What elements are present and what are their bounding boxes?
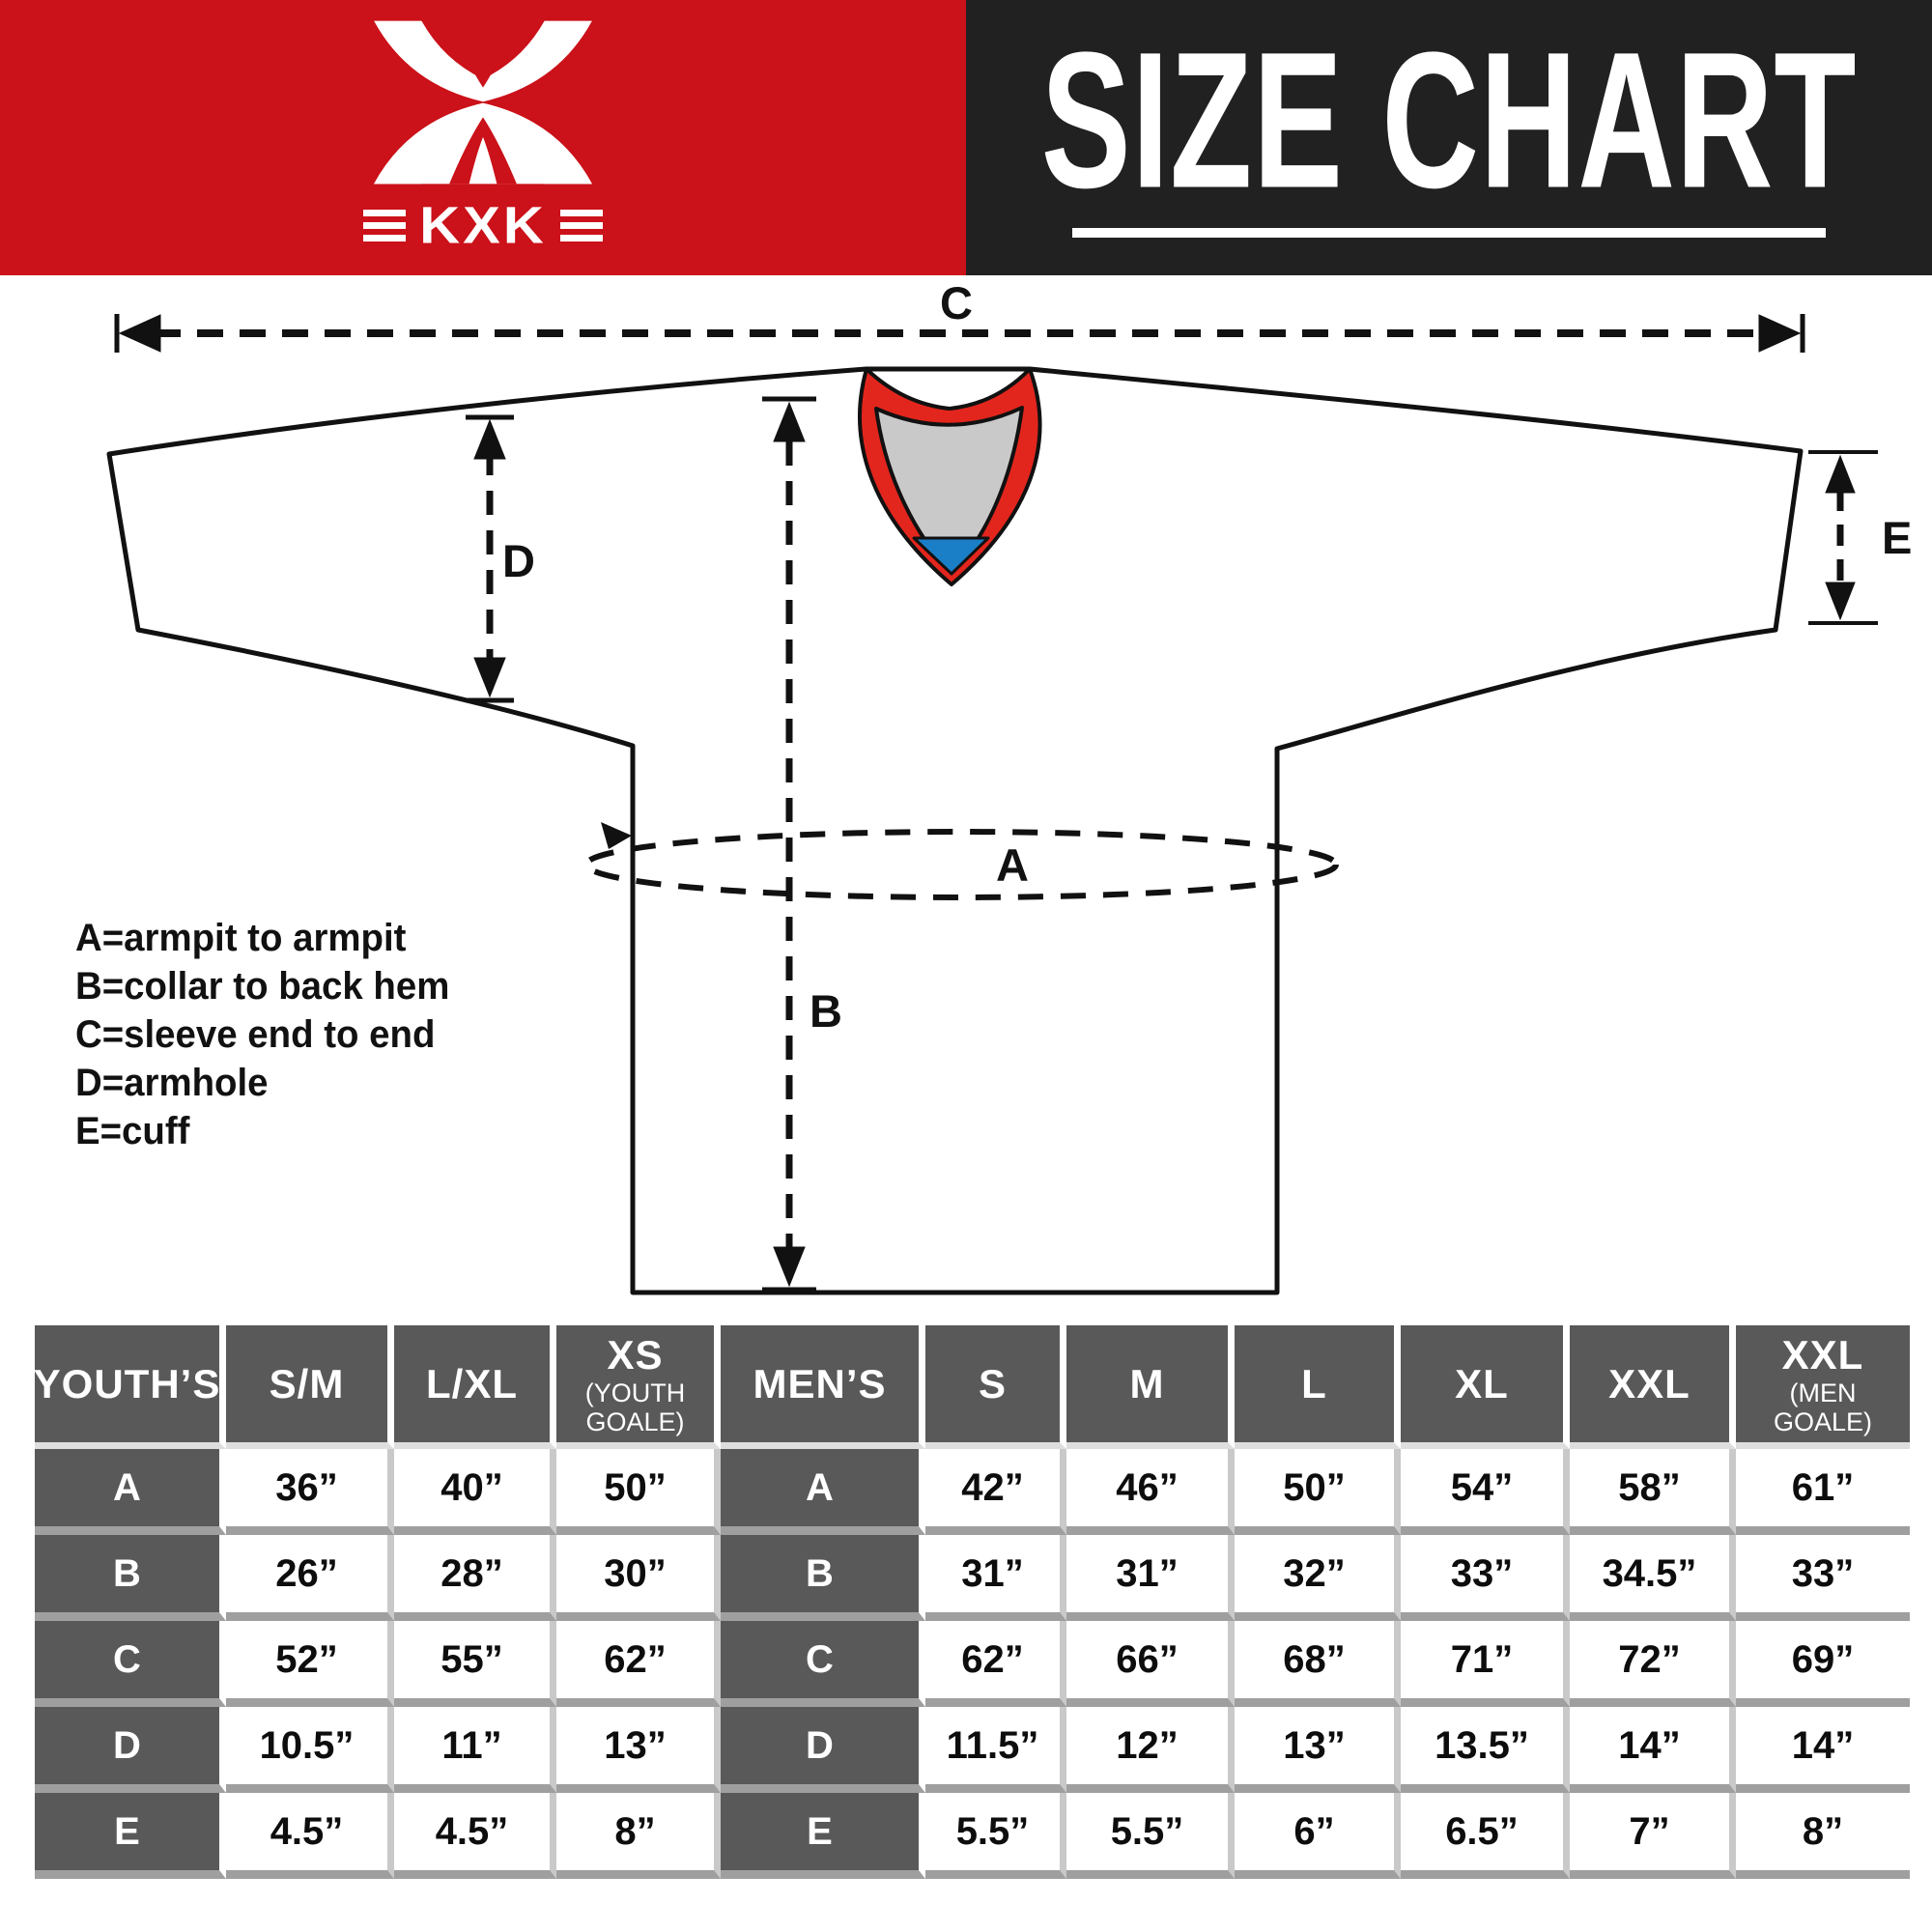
brand-panel: KXK xyxy=(0,0,966,275)
header-bar: KXK SIZE CHART xyxy=(0,0,1932,275)
row-label: A xyxy=(35,1449,226,1535)
table-value: 7” xyxy=(1570,1793,1736,1879)
logo-text-row: KXK xyxy=(363,193,603,258)
table-value: 72” xyxy=(1570,1621,1736,1707)
table-value: 31” xyxy=(1066,1535,1235,1621)
dimension-a-label: A xyxy=(996,839,1029,891)
row-label: C xyxy=(721,1621,925,1707)
col-header-s: S xyxy=(925,1325,1066,1449)
measurement-legend: A=armpit to armpit B=collar to back hem … xyxy=(75,914,449,1155)
table-value: 14” xyxy=(1736,1707,1910,1793)
legend-item-b: B=collar to back hem xyxy=(75,965,450,1008)
logo-bars-right-icon xyxy=(559,209,603,242)
table-value: 30” xyxy=(556,1535,721,1621)
table-value: 8” xyxy=(556,1793,721,1879)
dimension-c-arrow xyxy=(114,314,1805,353)
table-value: 54” xyxy=(1401,1449,1570,1535)
table-value: 66” xyxy=(1066,1621,1235,1707)
table-value: 5.5” xyxy=(1066,1793,1235,1879)
dimension-e-label: E xyxy=(1882,512,1912,563)
collar-inner xyxy=(874,406,1024,575)
table-value: 14” xyxy=(1570,1707,1736,1793)
table-value: 68” xyxy=(1235,1621,1401,1707)
title-panel: SIZE CHART xyxy=(966,0,1932,275)
table-value: 71” xyxy=(1401,1621,1570,1707)
table-value: 33” xyxy=(1736,1535,1910,1621)
table-value: 50” xyxy=(1235,1449,1401,1535)
dimension-b-arrow xyxy=(762,396,816,1293)
collar-blue-tip xyxy=(912,536,990,576)
table-value: 42” xyxy=(925,1449,1066,1535)
table-value: 28” xyxy=(394,1535,556,1621)
jersey-body-outline xyxy=(106,366,1804,1295)
dimension-e-arrow xyxy=(1808,450,1878,625)
table-value: 11.5” xyxy=(925,1707,1066,1793)
table-value: 12” xyxy=(1066,1707,1235,1793)
legend-item-d: D=armhole xyxy=(75,1062,269,1104)
kxk-logo-icon xyxy=(374,20,592,185)
table-value: 6.5” xyxy=(1401,1793,1570,1879)
table-value: 4.5” xyxy=(226,1793,394,1879)
table-value: 55” xyxy=(394,1621,556,1707)
col-header-xxl-men-goale: XXL (MEN GOALE) xyxy=(1736,1325,1910,1449)
table-value: 31” xyxy=(925,1535,1066,1621)
dimension-a-arrow xyxy=(583,822,1339,900)
kxk-logo: KXK xyxy=(363,17,603,258)
table-value: 58” xyxy=(1570,1449,1736,1535)
title-underline xyxy=(1072,227,1826,238)
jersey-diagram: C D B E xyxy=(106,277,1912,1295)
table-value: 52” xyxy=(226,1621,394,1707)
col-header-xl: XL xyxy=(1401,1325,1570,1449)
col-header-xxl: XXL xyxy=(1570,1325,1736,1449)
page-title: SIZE CHART xyxy=(1040,12,1858,229)
col-header-lxl: L/XL xyxy=(394,1325,556,1449)
row-label: D xyxy=(35,1707,226,1793)
table-value: 62” xyxy=(556,1621,721,1707)
col-header-sm: S/M xyxy=(226,1325,394,1449)
table-value: 40” xyxy=(394,1449,556,1535)
dimension-b-label: B xyxy=(810,985,842,1037)
table-value: 6” xyxy=(1235,1793,1401,1879)
dimension-c-label: C xyxy=(940,277,973,328)
row-label: B xyxy=(35,1535,226,1621)
row-label: E xyxy=(721,1793,925,1879)
table-value: 10.5” xyxy=(226,1707,394,1793)
table-value: 69” xyxy=(1736,1621,1910,1707)
table-value: 61” xyxy=(1736,1449,1910,1535)
row-label: D xyxy=(721,1707,925,1793)
row-label: E xyxy=(35,1793,226,1879)
table-value: 13” xyxy=(1235,1707,1401,1793)
brand-name: KXK xyxy=(419,196,547,255)
table-value: 46” xyxy=(1066,1449,1235,1535)
legend-item-e: E=cuff xyxy=(75,1110,190,1152)
col-header-mens: MEN’S xyxy=(721,1325,925,1449)
col-header-youths: YOUTH’S xyxy=(34,1325,226,1449)
col-header-l: L xyxy=(1235,1325,1401,1449)
table-value: 13.5” xyxy=(1401,1707,1570,1793)
table-value: 5.5” xyxy=(925,1793,1066,1879)
dimension-d-label: D xyxy=(502,535,535,586)
row-label: A xyxy=(721,1449,925,1535)
col-header-m: M xyxy=(1066,1325,1235,1449)
legend-item-c: C=sleeve end to end xyxy=(75,1013,436,1056)
table-value: 33” xyxy=(1401,1535,1570,1621)
row-label: B xyxy=(721,1535,925,1621)
size-table: YOUTH’S S/M L/XL XS (YOUTH GOALE) MEN’S S… xyxy=(34,1325,1910,1879)
table-value: 50” xyxy=(556,1449,721,1535)
table-value: 62” xyxy=(925,1621,1066,1707)
table-value: 36” xyxy=(226,1449,394,1535)
row-label: C xyxy=(35,1621,226,1707)
dimension-d-arrow xyxy=(466,414,514,703)
table-value: 34.5” xyxy=(1570,1535,1736,1621)
table-value: 8” xyxy=(1736,1793,1910,1879)
logo-bars-left-icon xyxy=(363,209,407,242)
legend-item-a: A=armpit to armpit xyxy=(75,917,407,959)
table-value: 32” xyxy=(1235,1535,1401,1621)
table-value: 11” xyxy=(394,1707,556,1793)
col-header-xs-youth-goale: XS (YOUTH GOALE) xyxy=(556,1325,721,1449)
table-value: 13” xyxy=(556,1707,721,1793)
table-value: 26” xyxy=(226,1535,394,1621)
table-value: 4.5” xyxy=(394,1793,556,1879)
